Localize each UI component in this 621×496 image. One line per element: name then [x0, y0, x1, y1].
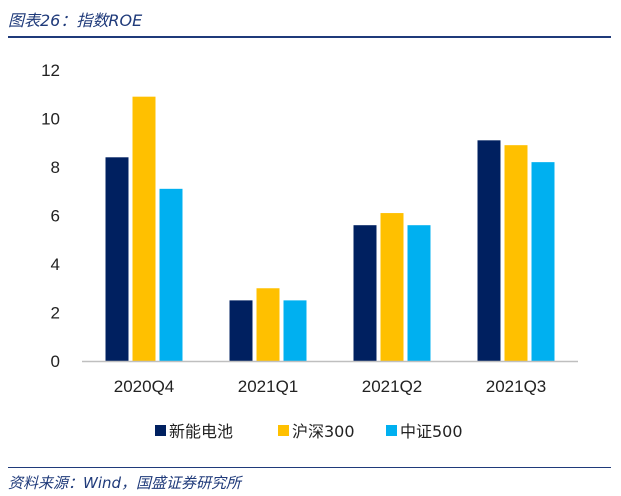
legend-swatch	[278, 425, 289, 436]
bar-新能电池-2021Q3	[477, 140, 501, 361]
bar-新能电池-2020Q4	[105, 157, 129, 361]
legend-swatch	[155, 425, 166, 436]
figure-source: 资料来源：Wind，国盛证券研究所	[8, 474, 242, 492]
bar-chart: 0 2 4 6 8 10 12 2020Q4 2021Q1 2021Q2 2021Q3 新能电池 沪…	[41, 61, 578, 441]
x-tick-label: 2021Q2	[362, 377, 423, 396]
y-tick-label: 4	[51, 255, 60, 274]
bar-中证500-2021Q3	[531, 162, 555, 361]
x-tick-label: 2021Q1	[238, 377, 299, 396]
legend: 新能电池 沪深300 中证500	[155, 422, 463, 441]
x-axis: 2020Q4 2021Q1 2021Q2 2021Q3	[114, 377, 547, 396]
bar-沪深300-2021Q1	[256, 288, 280, 361]
y-tick-label: 8	[51, 158, 60, 177]
bar-沪深300-2021Q3	[504, 145, 528, 361]
legend-label: 沪深300	[292, 422, 355, 441]
bar-沪深300-2021Q2	[380, 213, 404, 361]
y-tick-label: 12	[41, 61, 60, 80]
y-tick-label: 10	[41, 110, 60, 129]
bar-新能电池-2021Q1	[229, 300, 253, 361]
bar-新能电池-2021Q2	[353, 225, 377, 361]
bar-中证500-2021Q2	[407, 225, 431, 361]
legend-swatch	[386, 425, 397, 436]
y-tick-label: 6	[51, 207, 60, 226]
bar-沪深300-2020Q4	[132, 96, 156, 362]
y-tick-label: 2	[51, 304, 60, 323]
legend-label: 中证500	[400, 422, 463, 441]
title-rule	[8, 36, 611, 38]
y-tick-label: 0	[51, 352, 60, 371]
bar-中证500-2021Q1	[283, 300, 307, 361]
x-tick-label: 2020Q4	[114, 377, 175, 396]
y-axis: 0 2 4 6 8 10 12	[41, 61, 60, 371]
source-rule	[8, 467, 611, 468]
legend-label: 新能电池	[169, 422, 233, 441]
figure-title: 图表26：指数ROE	[8, 11, 143, 30]
bar-中证500-2020Q4	[159, 188, 183, 361]
bar-group	[105, 96, 555, 362]
x-tick-label: 2021Q3	[486, 377, 547, 396]
